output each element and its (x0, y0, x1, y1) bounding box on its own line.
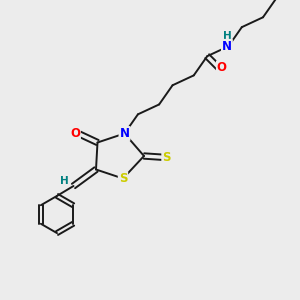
Text: H: H (223, 31, 231, 41)
Text: S: S (162, 151, 171, 164)
Text: S: S (119, 172, 127, 185)
Text: N: N (119, 127, 130, 140)
Text: N: N (222, 40, 232, 53)
Text: H: H (60, 176, 69, 186)
Text: O: O (70, 127, 80, 140)
Text: O: O (217, 61, 227, 74)
